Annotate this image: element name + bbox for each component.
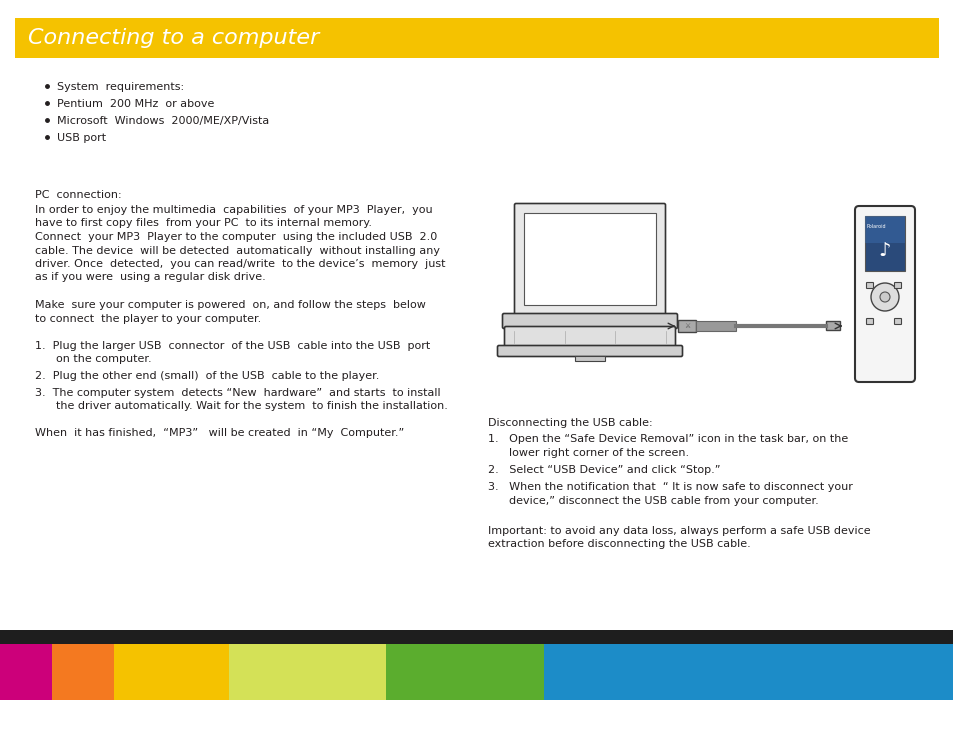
- Bar: [543, 644, 953, 700]
- Bar: [114, 644, 229, 700]
- Bar: [52, 644, 114, 700]
- Bar: [678, 320, 696, 332]
- Text: lower right corner of the screen.: lower right corner of the screen.: [488, 447, 688, 458]
- FancyBboxPatch shape: [497, 345, 681, 356]
- Text: cable. The device  will be detected  automatically  without installing any: cable. The device will be detected autom…: [35, 246, 439, 255]
- Text: Make  sure your computer is powered  on, and follow the steps  below: Make sure your computer is powered on, a…: [35, 300, 425, 310]
- Bar: [864, 216, 904, 271]
- Text: Microsoft  Windows  2000/ME/XP/Vista: Microsoft Windows 2000/ME/XP/Vista: [57, 116, 269, 126]
- Text: System  requirements:: System requirements:: [57, 82, 184, 92]
- FancyBboxPatch shape: [502, 314, 677, 328]
- Text: as if you were  using a regular disk drive.: as if you were using a regular disk driv…: [35, 272, 266, 283]
- Bar: [825, 321, 840, 330]
- Text: 3.   When the notification that  “ It is now safe to disconnect your: 3. When the notification that “ It is no…: [488, 483, 852, 492]
- Circle shape: [870, 283, 898, 311]
- Bar: [523, 213, 656, 305]
- Bar: [696, 321, 735, 331]
- FancyBboxPatch shape: [894, 319, 901, 325]
- Text: Disconnecting the USB cable:: Disconnecting the USB cable:: [488, 418, 652, 428]
- Bar: [864, 216, 904, 243]
- Text: 1.  Plug the larger USB  connector  of the USB  cable into the USB  port: 1. Plug the larger USB connector of the …: [35, 341, 430, 351]
- Text: When  it has finished,  “MP3”   will be created  in “My  Computer.”: When it has finished, “MP3” will be crea…: [35, 427, 404, 438]
- Text: PC  connection:: PC connection:: [35, 190, 121, 200]
- Text: Connect  your MP3  Player to the computer  using the included USB  2.0: Connect your MP3 Player to the computer …: [35, 232, 436, 242]
- Text: extraction before disconnecting the USB cable.: extraction before disconnecting the USB …: [488, 539, 750, 549]
- Bar: [0, 630, 953, 644]
- Text: In order to enjoy the multimedia  capabilities  of your MP3  Player,  you: In order to enjoy the multimedia capabil…: [35, 205, 432, 215]
- Text: to connect  the player to your computer.: to connect the player to your computer.: [35, 314, 261, 323]
- Text: Important: to avoid any data loss, always perform a safe USB device: Important: to avoid any data loss, alway…: [488, 525, 870, 536]
- Text: Connecting to a computer: Connecting to a computer: [28, 28, 319, 48]
- Text: ⚔: ⚔: [683, 323, 689, 329]
- FancyBboxPatch shape: [504, 326, 675, 348]
- Text: the driver automatically. Wait for the system  to finish the installation.: the driver automatically. Wait for the s…: [35, 401, 447, 411]
- FancyBboxPatch shape: [894, 283, 901, 289]
- Bar: [229, 644, 386, 700]
- Text: driver. Once  detected,  you can read/write  to the device’s  memory  just: driver. Once detected, you can read/writ…: [35, 259, 445, 269]
- Circle shape: [879, 292, 889, 302]
- Text: Pentium  200 MHz  or above: Pentium 200 MHz or above: [57, 99, 214, 109]
- Bar: [386, 644, 543, 700]
- Text: 2.  Plug the other end (small)  of the USB  cable to the player.: 2. Plug the other end (small) of the USB…: [35, 371, 379, 381]
- Text: 3.  The computer system  detects “New  hardware”  and starts  to install: 3. The computer system detects “New hard…: [35, 387, 440, 398]
- FancyBboxPatch shape: [514, 204, 665, 314]
- Bar: [575, 356, 604, 361]
- Text: Polaroid: Polaroid: [866, 224, 885, 229]
- Text: on the computer.: on the computer.: [35, 354, 152, 365]
- Text: device,” disconnect the USB cable from your computer.: device,” disconnect the USB cable from y…: [488, 496, 818, 506]
- Text: 2.   Select “USB Device” and click “Stop.”: 2. Select “USB Device” and click “Stop.”: [488, 465, 720, 475]
- Text: ♪: ♪: [878, 241, 890, 261]
- Text: have to first copy files  from your PC  to its internal memory.: have to first copy files from your PC to…: [35, 218, 372, 229]
- FancyBboxPatch shape: [865, 319, 873, 325]
- Bar: [15, 18, 938, 58]
- FancyBboxPatch shape: [854, 206, 914, 382]
- Bar: [0, 644, 52, 700]
- Text: USB port: USB port: [57, 133, 106, 143]
- Text: 1.   Open the “Safe Device Removal” icon in the task bar, on the: 1. Open the “Safe Device Removal” icon i…: [488, 434, 847, 444]
- FancyBboxPatch shape: [865, 283, 873, 289]
